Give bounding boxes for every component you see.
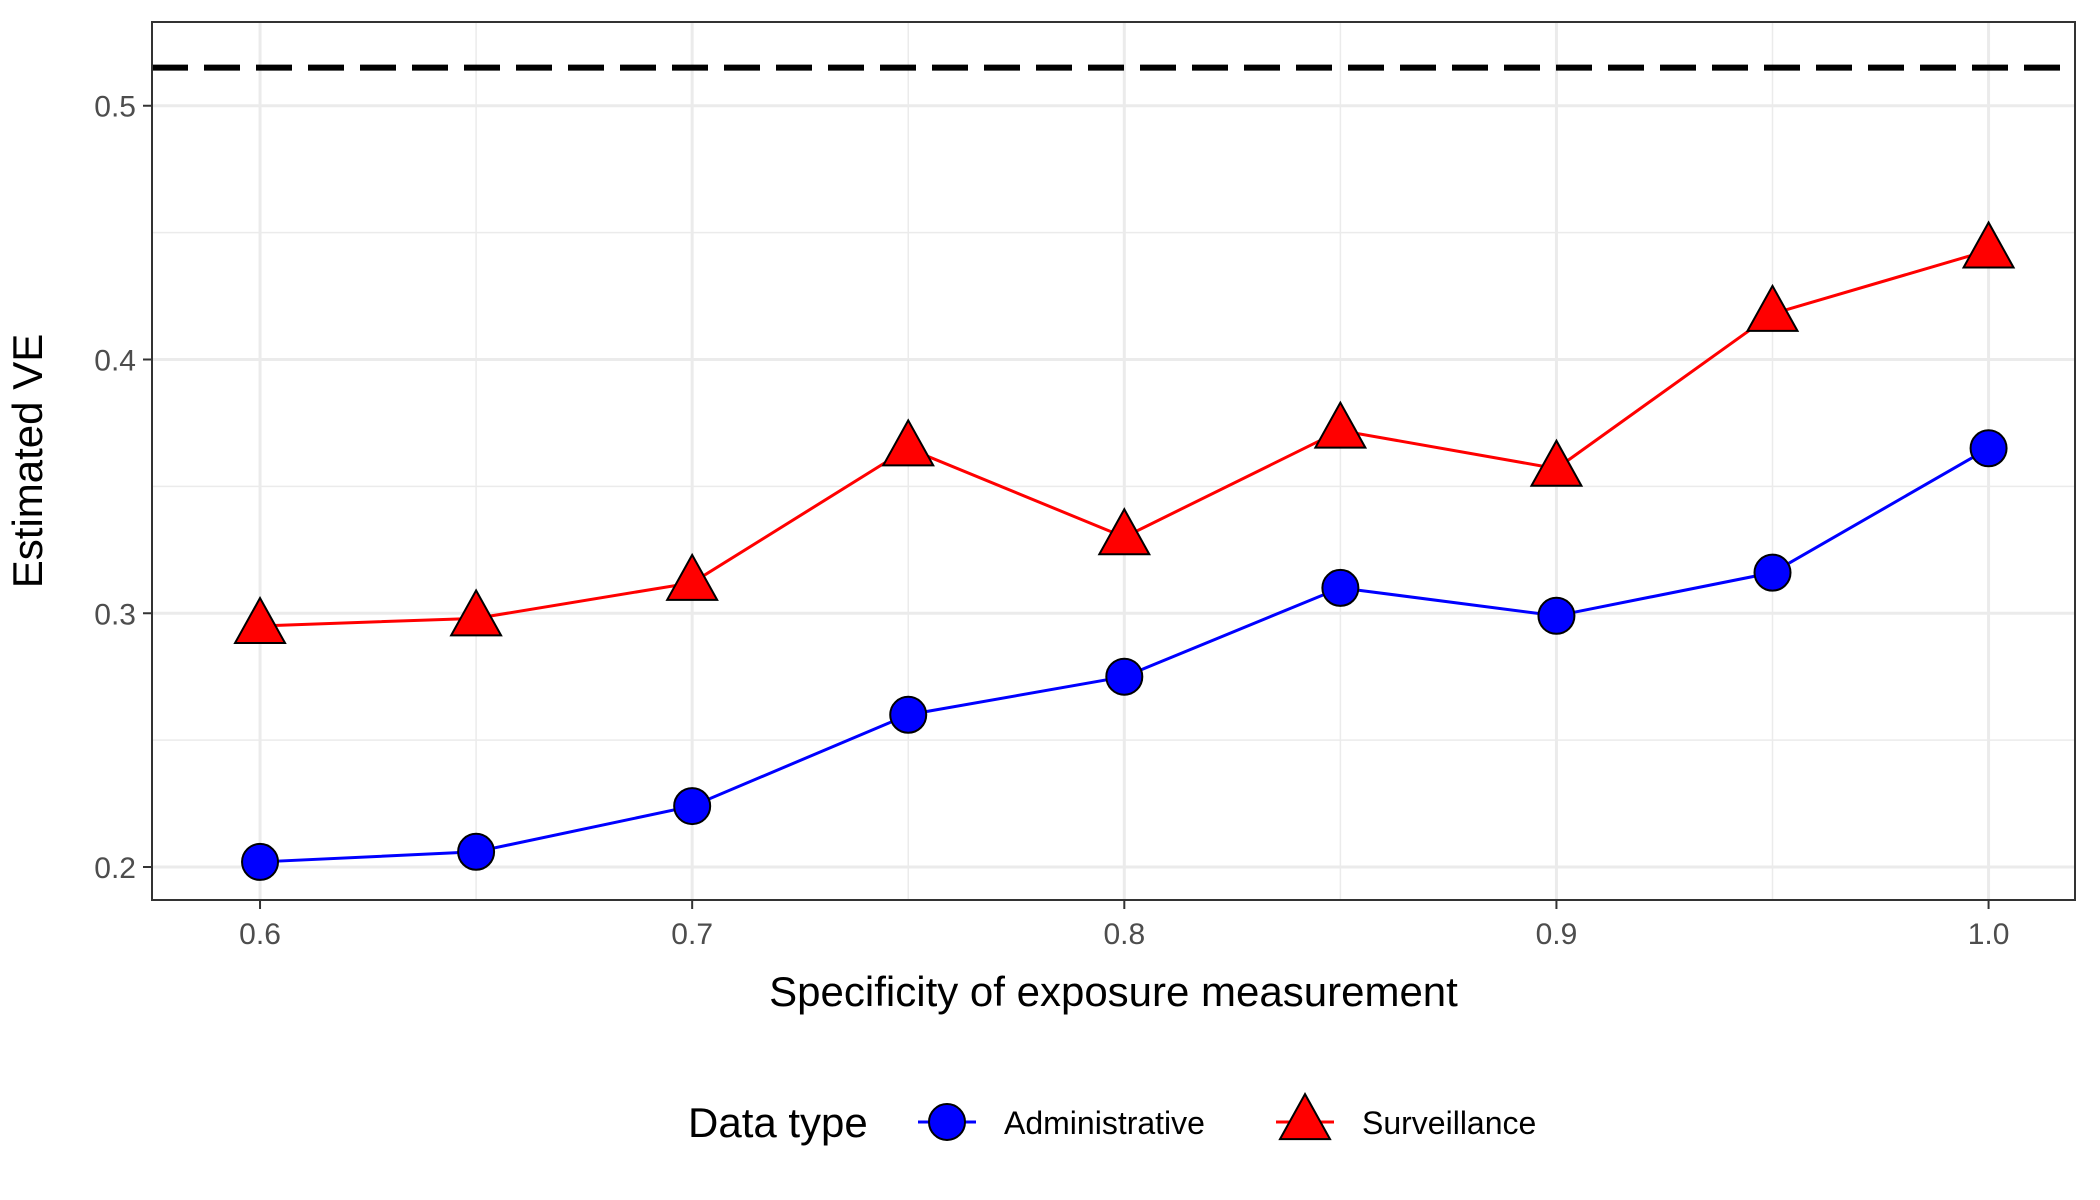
administrative-point <box>457 832 496 871</box>
surveillance-point <box>1097 507 1152 556</box>
surveillance-point <box>665 552 719 601</box>
legend-key-surveillance: Surveillance <box>1276 1092 1536 1141</box>
administrative-point <box>1753 553 1792 592</box>
series-administrative <box>241 429 2008 881</box>
legend: Data type Administrative Surveillance <box>688 1092 1536 1146</box>
legend-title: Data type <box>688 1099 868 1146</box>
series-surveillance <box>233 220 2016 645</box>
x-axis-title: Specificity of exposure measurement <box>769 968 1458 1015</box>
panel-border <box>151 21 2076 901</box>
administrative-point <box>241 842 280 881</box>
x-tick-label: 1.0 <box>1968 918 2010 951</box>
surveillance-point <box>1529 438 1584 487</box>
legend-label-surveillance: Surveillance <box>1362 1105 1536 1141</box>
y-tick-label: 0.3 <box>94 598 136 631</box>
x-tick-label: 0.6 <box>239 918 281 951</box>
y-tick-label: 0.4 <box>94 344 136 377</box>
legend-label-administrative: Administrative <box>1004 1105 1205 1141</box>
administrative-point <box>1969 429 2008 468</box>
x-tick-label: 0.7 <box>671 918 713 951</box>
surveillance-point <box>1745 283 1800 332</box>
administrative-point <box>889 695 928 734</box>
surveillance-point <box>449 588 503 637</box>
surveillance-point <box>881 418 935 467</box>
y-tick-label: 0.5 <box>94 91 136 124</box>
legend-marker-administrative <box>928 1103 966 1141</box>
y-tick-label: 0.2 <box>94 852 136 885</box>
legend-key-administrative: Administrative <box>918 1103 1205 1141</box>
administrative-point <box>1105 657 1144 696</box>
administrative-point <box>1321 568 1360 607</box>
surveillance-point <box>1961 220 2016 269</box>
administrative-point <box>673 787 712 826</box>
surveillance-point <box>1313 400 1368 449</box>
x-tick-label: 0.9 <box>1536 918 1578 951</box>
y-axis-title: Estimated VE <box>4 334 51 588</box>
administrative-point <box>1537 596 1576 635</box>
series-group <box>233 220 2016 881</box>
legend-marker-surveillance <box>1278 1092 1332 1141</box>
x-tick-label: 0.8 <box>1103 918 1145 951</box>
axes: 0.6 0.7 0.8 0.9 1.0 0.2 0.3 0.4 0.5 <box>94 91 2009 951</box>
surveillance-point <box>233 595 287 645</box>
